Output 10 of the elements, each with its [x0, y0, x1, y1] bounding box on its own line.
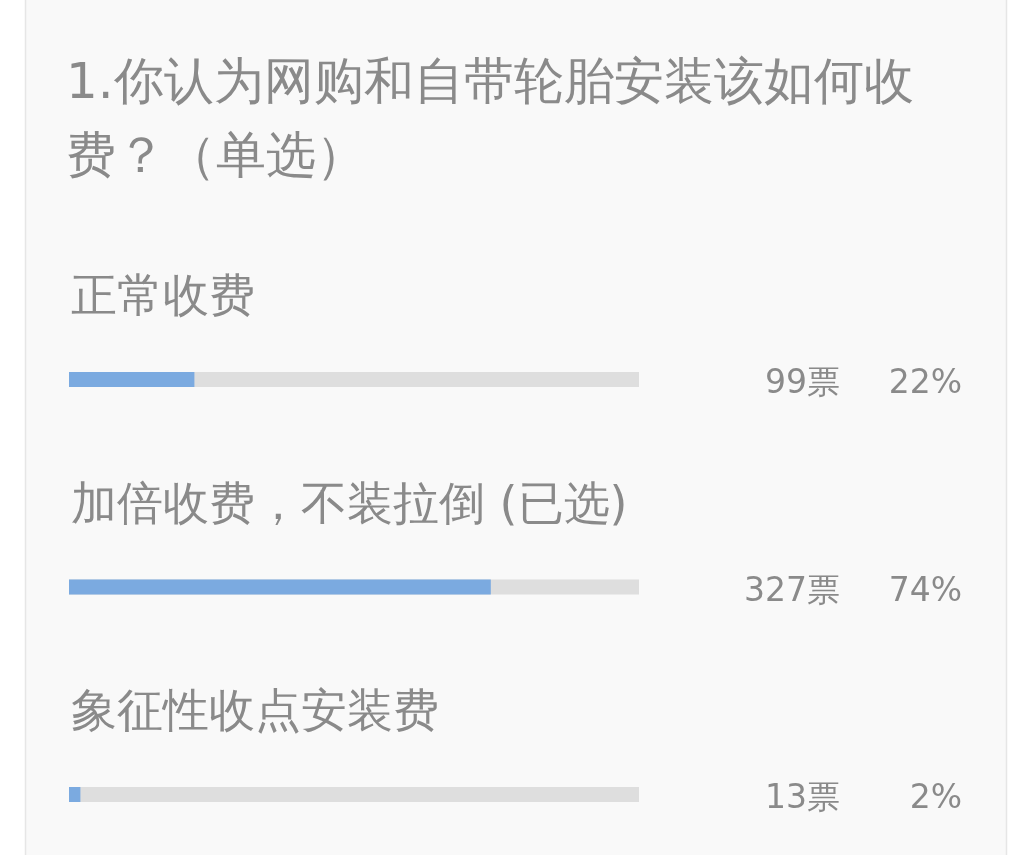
chart-title: 1.你认为网购和自带轮胎安装该如何收费？（单选）	[66, 52, 914, 184]
y-tick-label: 加倍收费，不装拉倒 (已选)	[71, 475, 628, 530]
text: 99票	[765, 362, 840, 401]
text: 327票	[744, 569, 840, 609]
y-tick-label: 象征性收点安装费	[71, 683, 439, 737]
data-label: 2%	[909, 777, 962, 816]
text: 13票	[765, 777, 840, 816]
data-label: 22%	[888, 362, 962, 401]
y-tick-label: 正常收费	[71, 268, 255, 322]
data-label: 74%	[888, 569, 962, 609]
